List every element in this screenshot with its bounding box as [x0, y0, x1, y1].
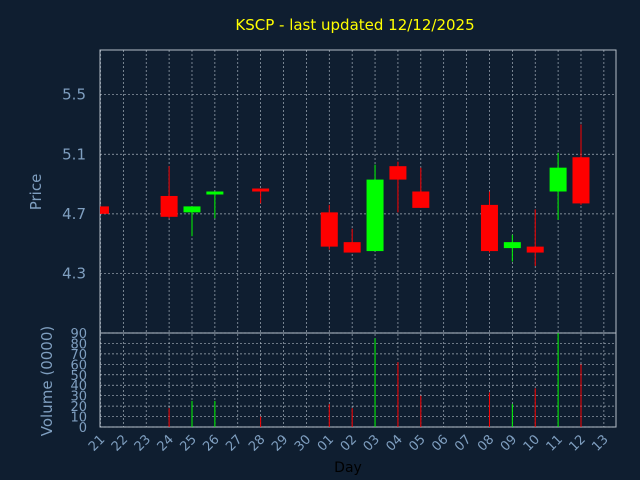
volume-tick-label: 90 [70, 327, 87, 342]
candle-body [412, 191, 430, 208]
x-tick-label: 30 [292, 432, 314, 454]
x-tick-label: 08 [475, 432, 497, 454]
candle-body [252, 188, 270, 192]
x-tick-label: 25 [178, 432, 200, 454]
x-tick-label: 22 [109, 432, 131, 454]
volume-tick-label: 60 [70, 358, 87, 373]
x-tick-label: 24 [155, 432, 177, 454]
candle-body [100, 206, 109, 214]
volume-bars [168, 333, 582, 427]
candle-body [389, 166, 407, 180]
candle-body [320, 212, 338, 247]
price-tick-label: 5.1 [62, 145, 86, 163]
day-axis: 21 22 23 24 25 26 27 28 29 30 01 02 03 04 05 06 07 08 09 10… [86, 432, 612, 454]
candle-body [572, 157, 590, 204]
candle-body [480, 204, 498, 252]
volume-tick-label: 80 [70, 337, 87, 352]
volume-tick-label: 0 [79, 421, 87, 436]
candle-body [549, 167, 567, 192]
x-tick-label: 26 [200, 432, 222, 454]
x-tick-label: 04 [383, 432, 405, 454]
volume-tick-label: 30 [70, 390, 87, 405]
volume-tick-label: 40 [70, 379, 87, 394]
x-tick-label: 01 [315, 432, 337, 454]
x-tick-label: 11 [544, 432, 566, 454]
x-tick-label: 06 [429, 432, 451, 454]
x-tick-label: 07 [452, 432, 474, 454]
candle-body [343, 242, 361, 253]
x-tick-label: 13 [589, 432, 611, 454]
candle-body [183, 206, 201, 213]
volume-axis-label: Volume (0000) [38, 326, 56, 436]
price-tick-label: 4.3 [62, 264, 86, 282]
x-tick-label: 10 [521, 432, 543, 454]
price-tick-label: 4.7 [62, 205, 86, 223]
x-tick-label: 23 [132, 432, 154, 454]
x-tick-label: 28 [246, 432, 268, 454]
volume-tick-label: 70 [70, 348, 87, 363]
x-tick-label: 09 [498, 432, 520, 454]
price-axis-label: Price [27, 174, 45, 211]
x-tick-label: 12 [567, 432, 589, 454]
price-panel [99, 49, 617, 334]
price-tick-label: 5.5 [62, 86, 86, 104]
x-tick-label: 03 [361, 432, 383, 454]
price-axis: 4.3 4.7 5.1 5.5 [62, 86, 86, 283]
volume-tick-label: 50 [70, 369, 87, 384]
volume-tick-label: 20 [70, 400, 87, 415]
day-axis-label: Day [334, 460, 362, 476]
x-tick-label: 21 [86, 432, 108, 454]
candle-body [526, 246, 544, 253]
price-candles [99, 124, 590, 266]
volume-tick-label: 10 [70, 411, 87, 426]
candle-body [206, 191, 224, 195]
volume-panel [99, 332, 617, 428]
candle-body [366, 179, 384, 252]
x-tick-label: 02 [338, 432, 360, 454]
grid-lines [100, 50, 616, 428]
candle-body [503, 242, 521, 249]
x-tick-label: 27 [223, 432, 245, 454]
candle-body [160, 195, 178, 217]
x-tick-label: 29 [269, 432, 291, 454]
chart-title: KSCP - last updated 12/12/2025 [235, 16, 474, 34]
x-tick-label: 05 [406, 432, 428, 454]
